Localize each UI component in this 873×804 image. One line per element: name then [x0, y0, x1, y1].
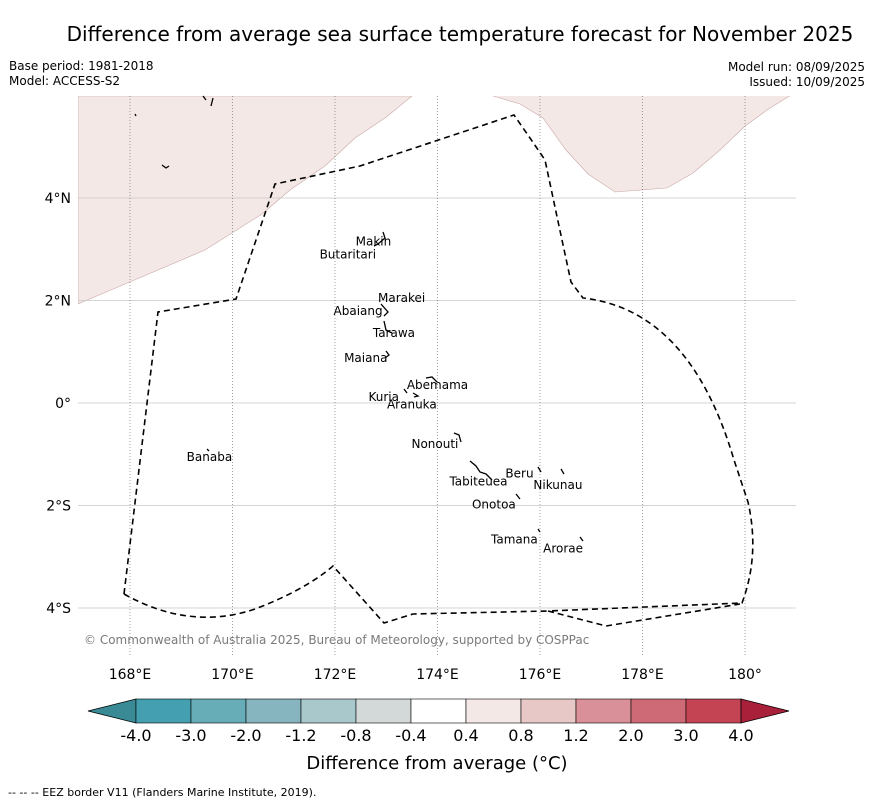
lat-tick-label: 4°N — [45, 191, 71, 207]
island-label: Nonouti — [411, 437, 458, 451]
colorbar-segment — [630, 698, 687, 724]
colorbar-segment — [410, 698, 467, 724]
model-info: Base period: 1981-2018 Model: ACCESS-S2 — [9, 59, 154, 89]
lat-tick-label: 2°S — [46, 499, 71, 515]
colorbar-tick-label: 0.8 — [508, 726, 533, 745]
eez-border — [123, 114, 754, 627]
eez-legend-note: -- -- -- EEZ border V11 (Flanders Marine… — [8, 786, 317, 799]
island-outline — [537, 528, 541, 533]
island-outline — [469, 460, 493, 481]
island-outline — [560, 468, 565, 475]
colorbar-segment — [685, 698, 742, 724]
colorbar-label: Difference from average (°C) — [306, 753, 567, 774]
colorbar-tick-label: -4.0 — [120, 726, 151, 745]
island-outline — [202, 95, 214, 107]
island-label: Banaba — [187, 450, 233, 464]
colorbar-segment — [575, 698, 632, 724]
lon-tick-label: 178°E — [621, 667, 664, 683]
model-run-text: Model run: 08/09/2025 — [727, 60, 865, 74]
island-label: Nikunau — [533, 478, 582, 492]
colorbar-tick-label: -2.0 — [230, 726, 261, 745]
axis-labels: 4°N 2°N 0° 2°S 4°S 168°E 170°E 172°E 174°E 176°E 1… — [45, 191, 762, 683]
colorbar-segment — [520, 698, 577, 724]
island-label: Makin — [356, 235, 392, 249]
colorbar-tick-label: -1.2 — [285, 726, 316, 745]
island-label: Marakei — [378, 291, 425, 305]
island-outline — [579, 536, 584, 542]
map-title: Difference from average sea surface temp… — [66, 22, 854, 46]
island-label: Abaiang — [334, 304, 383, 318]
island-label: Abemama — [407, 378, 468, 392]
colorbar-extend-high — [740, 698, 790, 724]
colorbar-tick-label: -0.8 — [340, 726, 371, 745]
colorbar-segment — [135, 698, 192, 724]
lon-tick-label: 170°E — [211, 667, 254, 683]
colorbar-tick-label: 1.2 — [563, 726, 588, 745]
colorbar-tick-label: 0.4 — [453, 726, 478, 745]
island-outline — [134, 113, 137, 117]
graticule — [78, 96, 796, 656]
island-outline — [425, 376, 438, 383]
island-outline — [380, 303, 389, 317]
colorbar-tick-label: 4.0 — [728, 726, 753, 745]
island-label: Tabiteuea — [448, 474, 507, 488]
island-label: Kuria — [368, 390, 399, 404]
island-outline — [383, 320, 393, 334]
lat-tick-label: 0° — [55, 396, 71, 412]
island-outline — [537, 466, 542, 473]
lon-tick-label: 174°E — [416, 667, 459, 683]
colorbar-extend-low — [87, 698, 137, 724]
colorbar-tick-label: 3.0 — [673, 726, 698, 745]
island-outline — [373, 231, 386, 247]
copyright-text: © Commonwealth of Australia 2025, Bureau… — [84, 633, 589, 647]
eez-border-line — [123, 114, 754, 627]
lon-tick-label: 168°E — [109, 667, 152, 683]
island-outline — [453, 432, 462, 443]
colorbar-segment — [300, 698, 357, 724]
issued-date-text: Issued: 10/09/2025 — [749, 75, 865, 89]
base-period-text: Base period: 1981-2018 — [9, 59, 154, 73]
island-label: Maiana — [344, 351, 387, 365]
island-label: Butaritari — [320, 247, 377, 261]
island-outline — [384, 350, 390, 359]
island-label: Beru — [505, 467, 533, 481]
lat-tick-label: 2°N — [45, 294, 71, 310]
colorbar-segment — [355, 698, 412, 724]
anomaly-layer — [78, 96, 791, 305]
lon-tick-label: 180° — [728, 667, 762, 683]
colorbar-segment — [465, 698, 522, 724]
colorbar: -4.0 -3.0 -2.0 -1.2 -0.8 -0.4 0.4 0.8 1.2 2.0 3.0 4… — [87, 698, 790, 745]
warm-anomaly-region-west — [78, 96, 413, 305]
run-info: Model run: 08/09/2025 Issued: 10/09/2025 — [728, 60, 865, 90]
colorbar-segment — [245, 698, 302, 724]
island-outline — [206, 448, 210, 452]
island-outline — [412, 392, 420, 398]
island-label: Tarawa — [372, 326, 415, 340]
model-name-text: Model: ACCESS-S2 — [9, 74, 121, 88]
warm-anomaly-region-east — [492, 96, 791, 193]
colorbar-segment — [190, 698, 247, 724]
island-label: Tamana — [490, 532, 538, 546]
island-label: Onotoa — [472, 497, 516, 511]
colorbar-tick-label: -3.0 — [175, 726, 206, 745]
lat-tick-label: 4°S — [46, 601, 71, 617]
island-outlines — [134, 95, 584, 542]
island-outline — [515, 493, 521, 500]
island-label: Arorae — [543, 542, 583, 556]
colorbar-tick-label: 2.0 — [618, 726, 643, 745]
lon-tick-label: 176°E — [519, 667, 562, 683]
island-outline — [403, 388, 408, 394]
island-label: Aranuka — [387, 398, 437, 412]
colorbar-tick-label: -0.4 — [395, 726, 426, 745]
lon-tick-label: 172°E — [314, 667, 357, 683]
island-outline — [161, 164, 170, 169]
